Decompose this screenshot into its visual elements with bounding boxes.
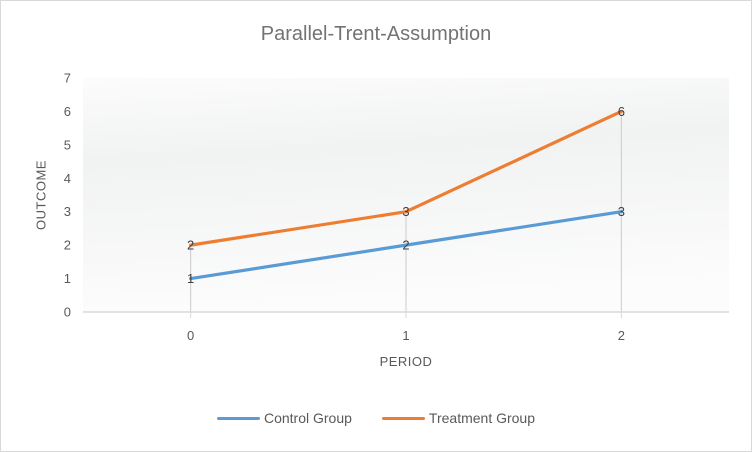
series-line-control-group [189, 210, 623, 281]
x-tick-label: 2 [618, 328, 625, 343]
legend-item-treatment-group: Treatment Group [381, 410, 536, 426]
data-label: 3 [402, 204, 409, 219]
y-tick-label: 1 [64, 271, 71, 286]
legend-line-swatch [381, 416, 425, 420]
y-tick-label: 2 [64, 238, 71, 253]
y-tick-label: 0 [64, 305, 71, 320]
y-tick-label: 6 [64, 104, 71, 119]
legend-line-swatch [216, 416, 260, 420]
y-tick-label: 4 [64, 171, 71, 186]
data-label: 2 [187, 238, 194, 253]
x-tick-label: 1 [402, 328, 409, 343]
x-axis-title: PERIOD [379, 354, 433, 369]
x-tick-label: 0 [187, 328, 194, 343]
data-label: 6 [618, 104, 625, 119]
data-label: 2 [402, 238, 409, 253]
chart-title: Parallel-Trent-Assumption [260, 23, 492, 45]
y-tick-label: 7 [64, 71, 71, 86]
data-label: 1 [187, 271, 194, 286]
y-tick-label: 5 [64, 137, 71, 152]
legend-label: Treatment Group [428, 410, 536, 426]
series-line-treatment-group [189, 109, 623, 247]
legend-item-control-group: Control Group [216, 410, 352, 426]
data-label: 3 [618, 204, 625, 219]
legend-label: Control Group [263, 410, 352, 426]
legend: Control Group Treatment Group [1, 407, 751, 429]
y-tick-label: 3 [64, 204, 71, 219]
